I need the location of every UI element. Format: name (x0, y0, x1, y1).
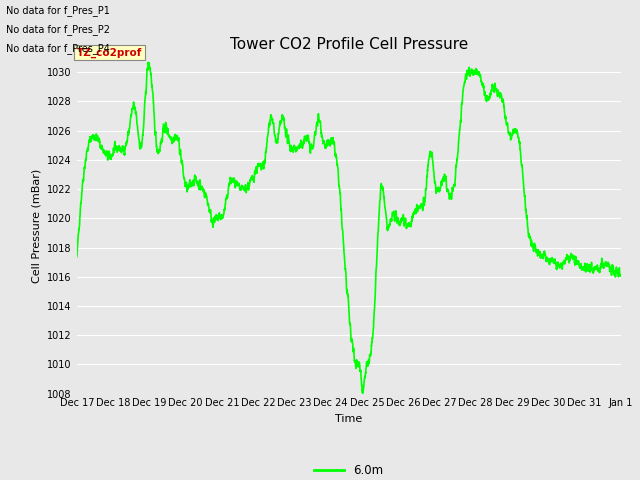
Text: No data for f_Pres_P1: No data for f_Pres_P1 (6, 5, 110, 16)
X-axis label: Time: Time (335, 414, 362, 424)
Legend: 6.0m: 6.0m (310, 459, 388, 480)
Text: No data for f_Pres_P2: No data for f_Pres_P2 (6, 24, 111, 35)
Y-axis label: Cell Pressure (mBar): Cell Pressure (mBar) (31, 168, 42, 283)
Title: Tower CO2 Profile Cell Pressure: Tower CO2 Profile Cell Pressure (230, 37, 468, 52)
Text: No data for f_Pres_P4: No data for f_Pres_P4 (6, 43, 110, 54)
Text: TZ_co2prof: TZ_co2prof (77, 48, 142, 58)
